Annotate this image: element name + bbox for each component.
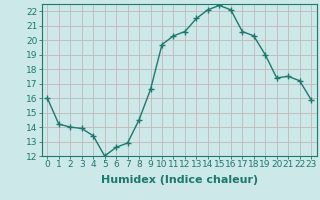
X-axis label: Humidex (Indice chaleur): Humidex (Indice chaleur) — [100, 175, 258, 185]
